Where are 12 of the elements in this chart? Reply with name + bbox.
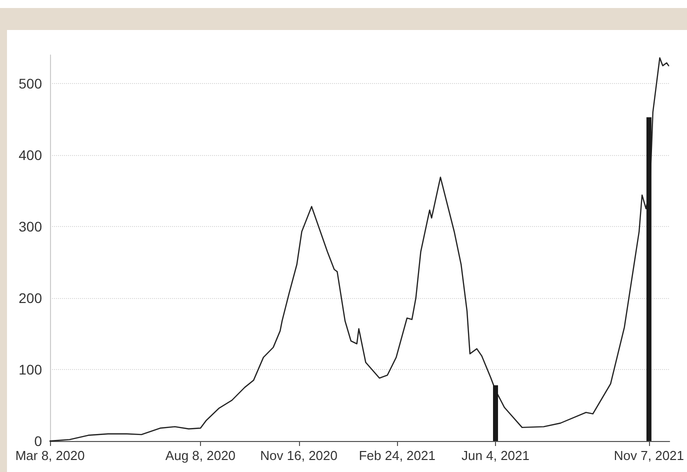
- y-tick-label: 200: [18, 290, 42, 306]
- x-tick-label: Feb 24, 2021: [358, 448, 436, 463]
- x-tick-label: Jun 4, 2021: [462, 448, 530, 463]
- x-tick-label: Nov 16, 2020: [260, 448, 338, 463]
- y-tick-label: 0: [34, 433, 42, 449]
- x-tick-label: Mar 8, 2020: [15, 448, 85, 463]
- y-tick-label: 500: [18, 76, 42, 92]
- x-tick-label: Aug 8, 2020: [165, 448, 236, 463]
- x-tick-label: Nov 7, 2021: [614, 448, 684, 463]
- y-tick-label: 400: [18, 147, 42, 164]
- y-tick-label: 100: [18, 362, 42, 378]
- y-tick-label: 300: [18, 218, 42, 235]
